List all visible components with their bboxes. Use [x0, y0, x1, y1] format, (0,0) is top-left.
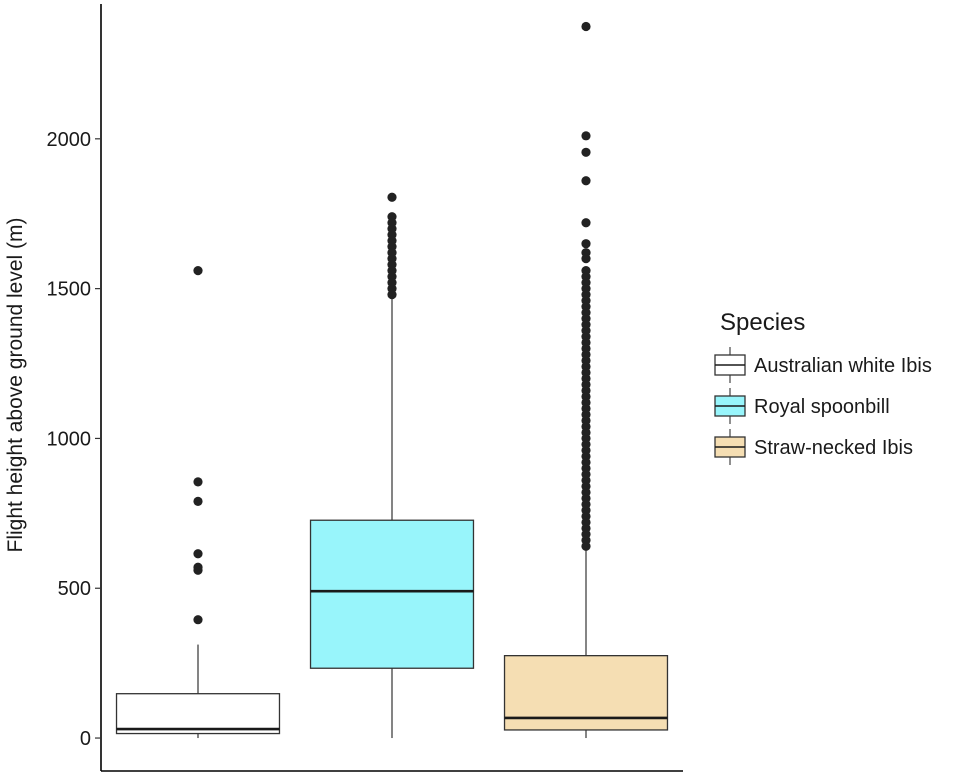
outlier-point: [193, 266, 203, 276]
legend: Species Australian white Ibis Royal spoon…: [714, 309, 932, 465]
box-straw-necked-ibis: [503, 21, 669, 739]
outlier-point: [193, 615, 203, 625]
legend-item: Royal spoonbill: [714, 388, 890, 424]
outlier-point: [581, 21, 591, 32]
outlier-point: [581, 147, 591, 157]
legend-item: Straw-necked Ibis: [714, 429, 913, 465]
y-tick-label: 2000: [47, 129, 92, 151]
y-tick-label: 1000: [47, 428, 92, 450]
outlier-point: [193, 496, 203, 506]
y-tick-label: 500: [58, 578, 91, 600]
legend-item-label: Royal spoonbill: [754, 396, 890, 418]
outlier-point: [581, 266, 591, 276]
legend-title: Species: [720, 309, 805, 336]
iqr-box: [309, 519, 475, 669]
outlier-point: [581, 248, 591, 258]
legend-item-label: Straw-necked Ibis: [754, 437, 913, 459]
outlier-point: [387, 192, 397, 202]
outlier-point: [581, 176, 591, 186]
legend-item-label: Australian white Ibis: [754, 355, 932, 377]
y-axis-label: Flight height above ground level (m): [4, 217, 27, 552]
y-tick-label: 1500: [47, 279, 92, 301]
y-tick-label: 0: [80, 728, 91, 750]
box-royal-spoonbill: [309, 192, 475, 739]
plot-axes: 0 500 1000 1500 2000: [47, 4, 683, 772]
box-australian-white-ibis: [115, 266, 281, 739]
box-series: [115, 21, 669, 739]
outlier-point: [193, 562, 203, 572]
outlier-point: [581, 218, 591, 228]
outlier-point: [581, 239, 591, 249]
outlier-point: [581, 131, 591, 141]
outlier-point: [193, 549, 203, 559]
outlier-point: [387, 212, 397, 222]
legend-item: Australian white Ibis: [714, 347, 932, 383]
iqr-box: [115, 693, 281, 735]
outlier-point: [193, 477, 203, 487]
